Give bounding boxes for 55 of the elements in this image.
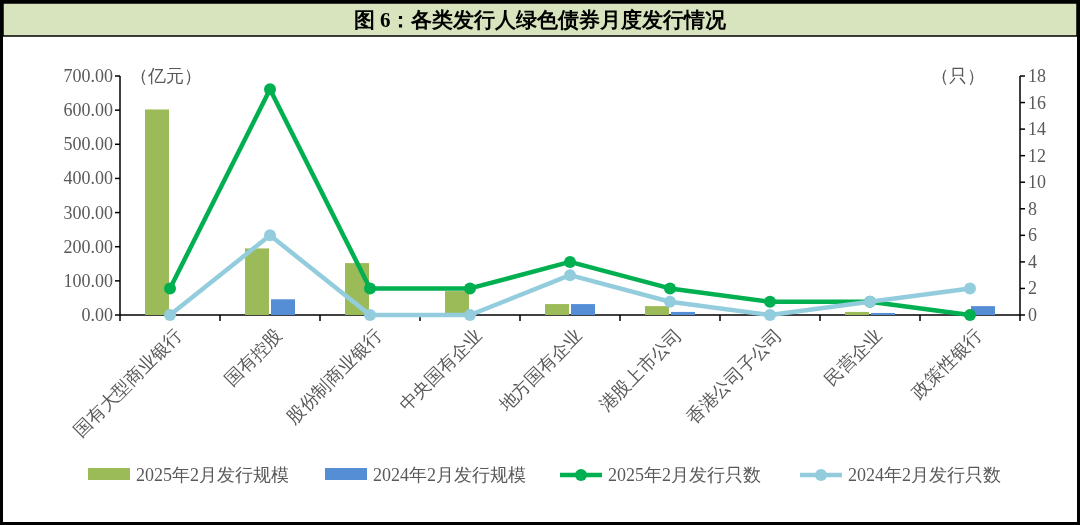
- point: [164, 282, 176, 295]
- point: [364, 282, 376, 295]
- point: [664, 295, 676, 308]
- bar: [545, 304, 569, 315]
- y2-axis-title: （只）: [931, 66, 985, 86]
- y2-tick-label: 18: [1028, 66, 1046, 86]
- bar: [871, 312, 895, 315]
- bar: [645, 306, 669, 315]
- point: [264, 83, 276, 96]
- y-tick-label: 400.00: [63, 168, 113, 189]
- legend-label: 2025年2月发行只数: [608, 465, 761, 485]
- chart-title: 图 6：各类发行人绿色债券月度发行情况: [353, 8, 728, 32]
- x-tick-label: 中央国有企业: [395, 324, 486, 416]
- point: [164, 309, 176, 321]
- y-axis-title: （亿元）: [130, 66, 202, 86]
- point: [564, 269, 576, 282]
- bar: [271, 299, 295, 315]
- y2-tick-label: 16: [1028, 92, 1046, 113]
- legend-label: 2024年2月发行规模: [373, 465, 526, 485]
- y2-tick-label: 8: [1028, 198, 1037, 219]
- bar: [671, 311, 695, 315]
- bar: [571, 304, 595, 315]
- point: [964, 282, 976, 295]
- y2-tick-label: 6: [1028, 225, 1037, 246]
- y-tick-label: 0.00: [81, 305, 113, 325]
- point: [764, 295, 776, 308]
- y-tick-label: 700.00: [63, 66, 113, 86]
- y2-tick-label: 4: [1028, 251, 1037, 272]
- x-tick-label: 国有大型商业银行: [69, 324, 186, 441]
- y-tick-label: 300.00: [63, 202, 113, 223]
- y-tick-label: 600.00: [63, 100, 113, 121]
- bar: [245, 248, 269, 315]
- legend-label: 2024年2月发行只数: [848, 465, 1001, 485]
- point: [564, 255, 576, 268]
- y-tick-label: 100.00: [63, 270, 113, 291]
- y2-tick-label: 14: [1028, 119, 1046, 140]
- y2-tick-label: 2: [1028, 278, 1037, 299]
- point: [364, 309, 376, 321]
- x-tick-label: 政策性银行: [908, 324, 986, 403]
- point: [464, 282, 476, 295]
- bar: [145, 109, 169, 315]
- y2-tick-label: 10: [1028, 172, 1046, 193]
- point: [764, 309, 776, 321]
- point: [964, 309, 976, 321]
- bar: [845, 311, 869, 315]
- y2-tick-label: 0: [1028, 305, 1037, 325]
- x-tick-label: 民营企业: [820, 324, 886, 390]
- point: [464, 309, 476, 321]
- y-tick-label: 200.00: [63, 236, 113, 257]
- x-tick-label: 地方国有企业: [494, 324, 586, 416]
- point: [264, 229, 276, 242]
- y-tick-label: 500.00: [63, 134, 113, 155]
- y2-tick-label: 12: [1028, 145, 1046, 166]
- legend-label: 2025年2月发行规模: [136, 465, 289, 485]
- point: [664, 282, 676, 295]
